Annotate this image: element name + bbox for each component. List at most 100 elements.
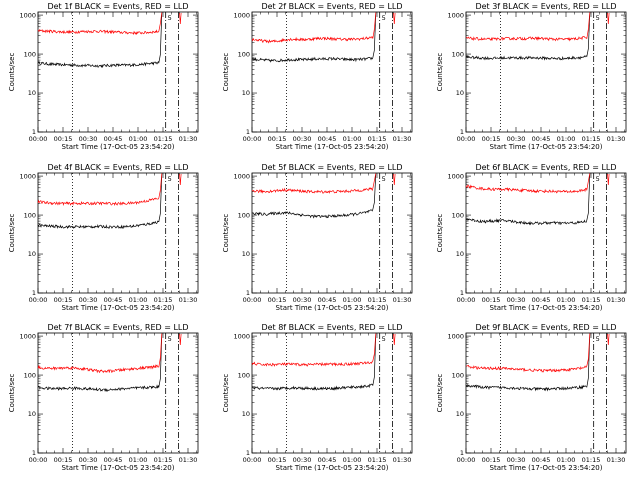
panel-annotation: 5 (382, 14, 386, 22)
panel-annotation: 5 (168, 14, 172, 22)
chart-title: Det 7f BLACK = Events, RED = LLD (47, 323, 188, 332)
x-tick-label: 00:00 (457, 456, 476, 464)
series-line-lld (251, 12, 377, 44)
x-tick-label: 01:30 (179, 296, 198, 304)
series-line-lld (251, 333, 377, 367)
x-tick-label: 00:30 (507, 456, 526, 464)
y-tick-label: 1000 (233, 172, 250, 180)
panel-annotation: 5 (382, 175, 386, 183)
panel-annotation: 5 (596, 14, 600, 22)
y-tick-label: 1 (32, 449, 36, 457)
x-axis-label: Start Time (17-Oct-05 23:54:20) (490, 304, 603, 312)
y-tick-label: 100 (24, 371, 36, 379)
x-tick-label: 01:30 (179, 456, 198, 464)
x-tick-label: 00:45 (104, 296, 123, 304)
x-tick-label: 01:15 (582, 456, 601, 464)
y-axis-label: Counts/sec (436, 53, 444, 92)
chart-panel-6: Det 6f BLACK = Events, RED = LLD 1 10 100 10… (436, 163, 627, 312)
plot-frame (251, 11, 413, 133)
x-tick-label: 01:15 (582, 296, 601, 304)
series-line-events (465, 173, 591, 226)
x-tick-label: 00:30 (293, 135, 312, 143)
x-tick-label: 00:15 (54, 135, 73, 143)
series-line-events (251, 173, 377, 219)
x-tick-label: 00:15 (268, 135, 287, 143)
y-axis-label: Counts/sec (436, 374, 444, 413)
x-tick-label: 00:45 (318, 135, 337, 143)
x-tick-label: 00:45 (318, 456, 337, 464)
x-tick-label: 01:00 (129, 296, 148, 304)
x-tick-label: 01:15 (582, 135, 601, 143)
x-axis-label: Start Time (17-Oct-05 23:54:20) (62, 304, 175, 312)
series-spike-lld (393, 12, 396, 25)
plot-frame (37, 172, 199, 294)
x-tick-label: 00:00 (243, 456, 262, 464)
plot-frame (37, 11, 199, 133)
x-tick-label: 01:15 (368, 456, 387, 464)
panel-annotation: 5 (168, 335, 172, 343)
x-tick-label: 00:30 (507, 135, 526, 143)
chart-title: Det 9f BLACK = Events, RED = LLD (475, 323, 616, 332)
x-tick-label: 00:15 (54, 456, 73, 464)
y-axis-label: Counts/sec (222, 374, 230, 413)
x-tick-label: 01:30 (607, 456, 626, 464)
y-axis-label: Counts/sec (8, 214, 16, 253)
chart-panel-3: Det 3f BLACK = Events, RED = LLD 1 10 100 10… (436, 2, 627, 151)
x-tick-label: 00:00 (457, 296, 476, 304)
series-line-lld (37, 333, 163, 374)
series-line-events (251, 12, 377, 63)
x-axis-label: Start Time (17-Oct-05 23:54:20) (276, 464, 389, 472)
series-spike-lld (179, 12, 182, 25)
x-tick-label: 00:00 (457, 135, 476, 143)
series-spike-lld (607, 333, 610, 346)
panel-annotation: 5 (596, 335, 600, 343)
y-tick-label: 10 (242, 410, 250, 418)
chart-panel-8: Det 8f BLACK = Events, RED = LLD 1 10 100 10… (222, 323, 413, 472)
y-axis-label: Counts/sec (8, 53, 16, 92)
chart-panel-4: Det 4f BLACK = Events, RED = LLD 1 10 100 10… (8, 163, 199, 312)
y-tick-label: 1000 (233, 11, 250, 19)
y-tick-label: 1000 (447, 11, 464, 19)
y-tick-label: 10 (456, 410, 464, 418)
x-tick-label: 01:15 (368, 135, 387, 143)
y-tick-label: 100 (452, 211, 464, 219)
series-line-events (37, 333, 163, 392)
x-tick-label: 01:15 (154, 456, 173, 464)
x-tick-label: 01:15 (154, 135, 173, 143)
x-axis-label: Start Time (17-Oct-05 23:54:20) (276, 304, 389, 312)
x-tick-label: 01:00 (129, 456, 148, 464)
y-tick-label: 100 (452, 50, 464, 58)
y-tick-label: 1 (246, 289, 250, 297)
x-tick-label: 00:30 (293, 296, 312, 304)
x-axis-label: Start Time (17-Oct-05 23:54:20) (490, 464, 603, 472)
chart-panel-5: Det 5f BLACK = Events, RED = LLD 1 10 100 10… (222, 163, 413, 312)
x-tick-label: 00:30 (79, 135, 98, 143)
x-tick-label: 00:00 (29, 296, 48, 304)
plot-frame (465, 172, 627, 294)
y-tick-label: 10 (28, 89, 36, 97)
x-tick-label: 01:15 (154, 296, 173, 304)
y-tick-label: 10 (456, 89, 464, 97)
series-spike-lld (179, 173, 182, 186)
chart-panel-2: Det 2f BLACK = Events, RED = LLD 1 10 100 10… (222, 2, 413, 151)
x-tick-label: 00:30 (293, 456, 312, 464)
x-tick-label: 01:00 (343, 296, 362, 304)
y-tick-label: 10 (242, 89, 250, 97)
y-axis-label: Counts/sec (222, 214, 230, 253)
x-tick-label: 00:00 (243, 296, 262, 304)
y-tick-label: 100 (452, 371, 464, 379)
x-tick-label: 01:30 (607, 135, 626, 143)
x-tick-label: 00:45 (318, 296, 337, 304)
panel-annotation: 5 (168, 175, 172, 183)
x-tick-label: 01:30 (393, 456, 412, 464)
series-line-lld (465, 173, 591, 194)
panel-annotation: 5 (596, 175, 600, 183)
series-spike-lld (607, 173, 610, 186)
x-tick-label: 01:00 (343, 456, 362, 464)
x-tick-label: 00:15 (482, 296, 501, 304)
x-tick-label: 01:00 (343, 135, 362, 143)
x-tick-label: 00:30 (79, 456, 98, 464)
x-tick-label: 00:30 (79, 296, 98, 304)
x-tick-label: 01:30 (179, 135, 198, 143)
x-tick-label: 01:00 (129, 135, 148, 143)
